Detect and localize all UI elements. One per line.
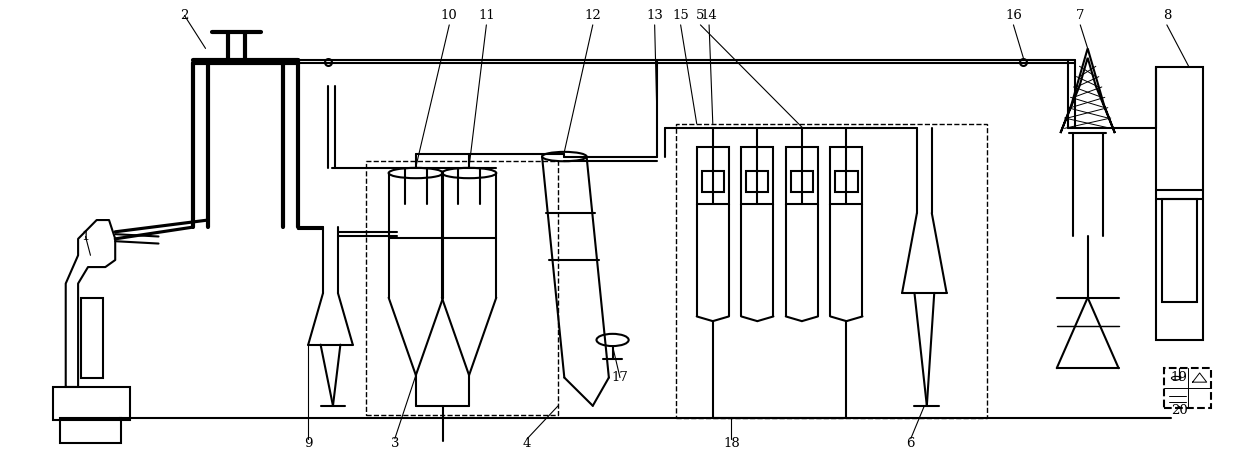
Bar xyxy=(746,171,769,192)
Text: 14: 14 xyxy=(701,9,718,22)
Bar xyxy=(366,161,558,415)
Bar xyxy=(81,298,103,377)
Text: 12: 12 xyxy=(584,9,601,22)
Text: 19: 19 xyxy=(1171,371,1188,384)
Text: 11: 11 xyxy=(477,9,495,22)
Text: 15: 15 xyxy=(672,9,689,22)
Bar xyxy=(676,123,987,418)
Text: 1: 1 xyxy=(82,230,89,243)
Text: 2: 2 xyxy=(180,9,188,22)
Text: 13: 13 xyxy=(646,9,663,22)
Text: 18: 18 xyxy=(723,437,740,450)
Text: 6: 6 xyxy=(906,437,915,450)
Text: 9: 9 xyxy=(304,437,312,450)
Bar xyxy=(786,147,818,203)
Bar xyxy=(53,387,130,420)
Bar xyxy=(836,171,858,192)
Text: 20: 20 xyxy=(1171,404,1188,417)
Text: 8: 8 xyxy=(1163,9,1171,22)
Bar xyxy=(742,147,774,203)
Bar xyxy=(60,418,122,443)
Text: 17: 17 xyxy=(611,371,629,384)
Bar xyxy=(831,147,863,203)
Text: 7: 7 xyxy=(1076,9,1085,22)
Bar xyxy=(697,147,729,203)
Bar xyxy=(702,171,724,192)
Text: 16: 16 xyxy=(1004,9,1022,22)
Text: 4: 4 xyxy=(523,437,532,450)
Text: 5: 5 xyxy=(696,9,704,22)
Bar xyxy=(1164,368,1211,408)
Bar xyxy=(1162,199,1197,302)
Bar xyxy=(1156,67,1203,340)
Bar xyxy=(791,171,813,192)
Text: 3: 3 xyxy=(391,437,399,450)
Text: 10: 10 xyxy=(441,9,458,22)
